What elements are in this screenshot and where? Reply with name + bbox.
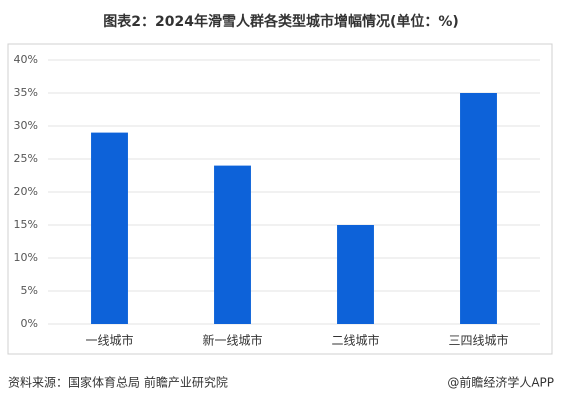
chart-title: 图表2：2024年滑雪人群各类型城市增幅情况(单位：%) bbox=[103, 13, 459, 30]
y-tick-label: 0% bbox=[21, 317, 38, 330]
y-tick-label: 25% bbox=[14, 152, 38, 165]
bar bbox=[214, 165, 251, 324]
y-tick-label: 40% bbox=[14, 53, 38, 66]
x-tick-label: 新一线城市 bbox=[202, 333, 262, 348]
credit: @前瞻经济学人APP bbox=[447, 375, 554, 390]
y-tick-label: 20% bbox=[14, 185, 38, 198]
bar bbox=[91, 132, 128, 324]
x-tick-label: 一线城市 bbox=[85, 333, 133, 348]
bar bbox=[460, 93, 497, 324]
x-tick-label: 三四线城市 bbox=[448, 333, 508, 348]
x-tick-label: 二线城市 bbox=[331, 333, 379, 348]
bar bbox=[337, 225, 374, 324]
y-tick-label: 10% bbox=[14, 251, 38, 264]
y-tick-label: 15% bbox=[14, 218, 38, 231]
y-tick-label: 35% bbox=[14, 86, 38, 99]
plot-frame bbox=[7, 43, 553, 355]
y-tick-label: 5% bbox=[21, 284, 38, 297]
y-tick-label: 30% bbox=[14, 119, 38, 132]
source: 资料来源：国家体育总局 前瞻产业研究院 bbox=[8, 375, 228, 390]
